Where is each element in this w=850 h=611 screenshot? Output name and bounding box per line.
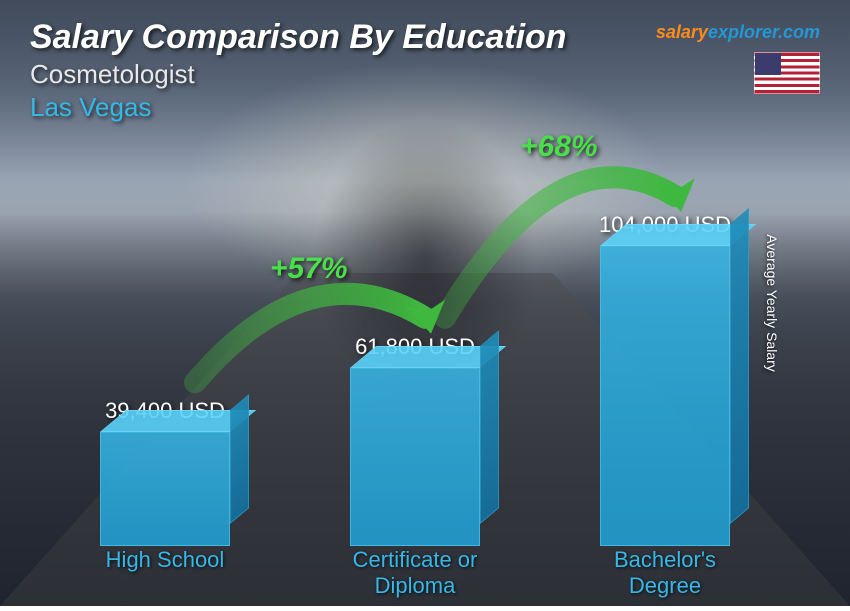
bar-3d xyxy=(600,246,730,546)
bar-side-face xyxy=(730,208,749,524)
bar-3d xyxy=(350,368,480,546)
bar-group: 39,400 USD xyxy=(65,398,265,546)
chart-subtitle: Cosmetologist xyxy=(30,59,820,90)
x-axis-label: Certificate orDiploma xyxy=(315,547,515,598)
bar-front-face xyxy=(100,432,230,546)
bar-front-face xyxy=(600,246,730,546)
brand-part3: .com xyxy=(778,22,820,42)
brand-logo: salaryexplorer.com xyxy=(656,22,820,43)
bar-group: 104,000 USD xyxy=(565,212,765,546)
bar-chart: 39,400 USD 61,800 USD 104,000 USD xyxy=(40,166,790,546)
bar-side-face xyxy=(230,394,249,524)
bar-group: 61,800 USD xyxy=(315,334,515,546)
bar-side-face xyxy=(480,330,499,524)
infographic-container: Salary Comparison By Education Cosmetolo… xyxy=(0,0,850,606)
brand-part2: explorer xyxy=(708,22,778,42)
chart-location: Las Vegas xyxy=(30,92,820,123)
x-axis-labels: High School Certificate orDiploma Bachelor… xyxy=(40,547,790,598)
bar-3d xyxy=(100,432,230,546)
us-flag-icon xyxy=(754,52,820,94)
bar-front-face xyxy=(350,368,480,546)
x-axis-label: High School xyxy=(65,547,265,598)
brand-part1: salary xyxy=(656,22,708,42)
x-axis-label: Bachelor'sDegree xyxy=(565,547,765,598)
